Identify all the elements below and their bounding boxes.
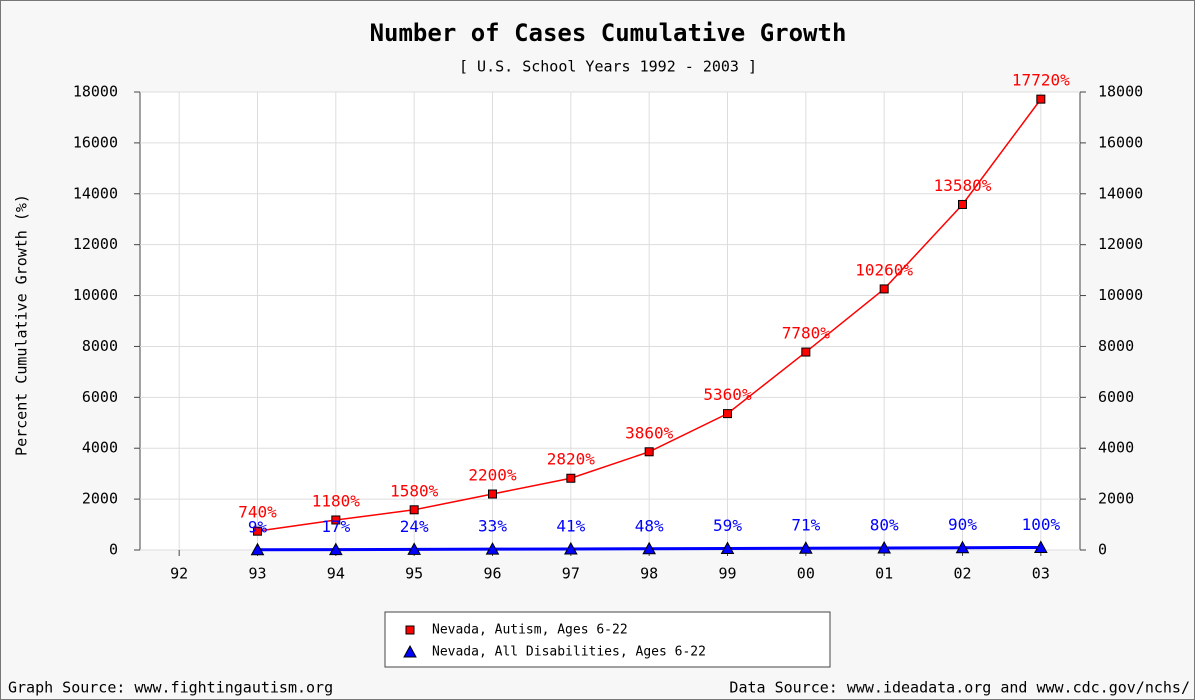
x-tick-label: 95 [405, 565, 423, 583]
chart-subtitle: [ U.S. School Years 1992 - 2003 ] [459, 58, 757, 76]
chart-title: Number of Cases Cumulative Growth [370, 19, 847, 47]
marker [403, 644, 417, 658]
data-label: 90% [948, 515, 977, 534]
y-tick-label: 14000 [73, 184, 118, 202]
y2-tick-label: 18000 [1098, 83, 1143, 101]
y-tick-label: 2000 [82, 490, 118, 508]
data-label: 24% [400, 517, 429, 536]
data-label: 7780% [782, 324, 831, 343]
x-tick-label: 00 [797, 565, 815, 583]
marker [566, 473, 576, 483]
marker [328, 542, 343, 556]
y2-tick-label: 4000 [1098, 439, 1134, 457]
data-label: 13580% [934, 176, 992, 195]
marker [407, 542, 422, 555]
marker [409, 505, 419, 515]
x-tick-label: 98 [640, 565, 658, 583]
footer-left: Graph Source: www.fightingautism.org [8, 679, 333, 697]
data-label: 80% [870, 515, 899, 534]
y-tick-label: 18000 [73, 83, 118, 101]
data-label: 59% [713, 516, 742, 535]
marker [1033, 540, 1048, 553]
x-tick-label: 97 [562, 565, 580, 583]
data-label: 9% [248, 517, 268, 536]
marker [485, 542, 500, 555]
marker [250, 542, 265, 556]
marker [879, 284, 889, 294]
marker [1036, 94, 1046, 104]
x-tick-label: 92 [170, 565, 188, 583]
legend [384, 611, 831, 668]
x-tick-label: 03 [1032, 565, 1050, 583]
x-tick-label: 96 [483, 565, 501, 583]
marker [798, 541, 813, 554]
marker [723, 409, 732, 419]
legend-label: Nevada, Autism, Ages 6-22 [432, 623, 628, 638]
marker [877, 540, 892, 554]
y-tick-label: 6000 [82, 388, 118, 406]
y2-tick-label: 12000 [1098, 235, 1143, 253]
marker [488, 489, 497, 499]
marker [563, 541, 578, 555]
y-tick-label: 12000 [73, 235, 118, 253]
marker [642, 541, 657, 555]
marker [331, 515, 341, 525]
data-label: 33% [478, 517, 507, 536]
footer-right: Data Source: www.ideadata.org and www.cd… [729, 679, 1190, 697]
marker [253, 526, 262, 536]
marker [955, 540, 970, 554]
data-label: 5360% [703, 385, 752, 404]
y-tick-label: 0 [109, 541, 118, 559]
marker [644, 447, 654, 457]
data-label: 10260% [855, 260, 913, 279]
y2-tick-label: 10000 [1098, 286, 1143, 304]
y-axis-label: Percent Cumulative Growth (%) [13, 194, 31, 456]
data-label: 740% [238, 503, 277, 522]
x-tick-label: 01 [875, 565, 893, 583]
y-tick-label: 4000 [82, 439, 118, 457]
data-label: 2200% [468, 466, 517, 485]
marker [958, 199, 967, 209]
x-tick-label: 93 [248, 565, 266, 583]
marker [801, 347, 811, 357]
x-tick-label: 02 [953, 565, 971, 583]
y2-tick-label: 6000 [1098, 388, 1134, 406]
y-tick-label: 16000 [73, 133, 118, 151]
data-label: 1180% [312, 491, 361, 510]
data-label: 100% [1022, 515, 1061, 534]
y2-tick-label: 16000 [1098, 133, 1143, 151]
data-label: 17720% [1012, 71, 1070, 90]
marker [405, 625, 415, 635]
data-label: 41% [556, 516, 585, 535]
y-tick-label: 10000 [73, 286, 118, 304]
data-label: 1580% [390, 481, 439, 500]
x-tick-label: 94 [327, 565, 345, 583]
data-label: 48% [635, 516, 664, 535]
data-label: 71% [791, 516, 820, 535]
y2-tick-label: 0 [1098, 541, 1107, 559]
y-tick-label: 8000 [82, 337, 118, 355]
plot-area [139, 91, 1081, 551]
data-label: 17% [321, 517, 350, 536]
marker [720, 541, 735, 554]
x-tick-label: 99 [718, 565, 736, 583]
y2-tick-label: 8000 [1098, 337, 1134, 355]
y2-tick-label: 2000 [1098, 490, 1134, 508]
data-label: 3860% [625, 423, 674, 442]
y2-tick-label: 14000 [1098, 184, 1143, 202]
data-label: 2820% [547, 450, 596, 469]
legend-label: Nevada, All Disabilities, Ages 6-22 [432, 645, 706, 660]
